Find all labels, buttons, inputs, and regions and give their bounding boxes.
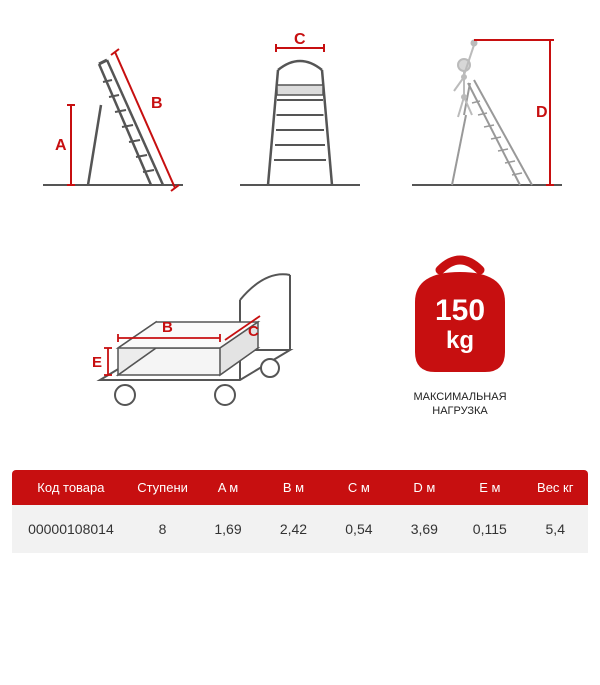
th-E: E м	[457, 480, 522, 495]
td-A: 1,69	[195, 521, 260, 537]
weight-caption-l2: НАГРУЗКА	[432, 405, 487, 417]
th-D: D м	[392, 480, 457, 495]
ladder-front-view: C	[207, 30, 394, 200]
weight-unit: kg	[446, 327, 474, 354]
weight-caption-l1: МАКСИМАЛЬНАЯ	[413, 391, 506, 403]
label-C: C	[294, 31, 306, 48]
td-steps: 8	[130, 521, 195, 537]
label-B: B	[151, 95, 163, 112]
trolley-label-E: E	[92, 354, 102, 371]
th-code: Код товара	[12, 480, 130, 495]
td-C: 0,54	[326, 521, 391, 537]
ladder-front-svg: C	[230, 30, 370, 200]
th-weight: Вес кг	[523, 480, 588, 495]
th-C: C м	[326, 480, 391, 495]
th-steps: Ступени	[130, 480, 195, 495]
trolley-label-B: B	[162, 319, 173, 336]
label-A: A	[55, 137, 67, 154]
ladder-reach-view: D	[393, 30, 580, 200]
ladder-diagrams-row: A B C	[0, 0, 600, 210]
ladder-side-svg: A B	[33, 30, 193, 200]
ladder-reach-svg: D	[402, 25, 572, 205]
trolley-label-C: C	[248, 323, 259, 340]
td-B: 2,42	[261, 521, 326, 537]
table-header-row: Код товара Ступени A м B м C м D м E м В…	[12, 470, 588, 505]
td-E: 0,115	[457, 521, 522, 537]
trolley-svg: B C E	[70, 230, 330, 430]
label-D: D	[536, 104, 548, 121]
td-weight: 5,4	[523, 521, 588, 537]
weight-value: 150	[435, 294, 485, 327]
td-D: 3,69	[392, 521, 457, 537]
th-B: B м	[261, 480, 326, 495]
specs-table: Код товара Ступени A м B м C м D м E м В…	[12, 470, 588, 553]
max-load-badge: 150 kg МАКСИМАЛЬНАЯ НАГРУЗКА	[360, 242, 560, 419]
table-data-row: 00000108014 8 1,69 2,42 0,54 3,69 0,115 …	[12, 505, 588, 553]
td-code: 00000108014	[12, 521, 130, 537]
mid-row: B C E 150 kg МАКСИМАЛЬНАЯ НАГРУЗКА	[0, 210, 600, 470]
ladder-side-view: A B	[20, 30, 207, 200]
weight-caption: МАКСИМАЛЬНАЯ НАГРУЗКА	[413, 390, 506, 419]
th-A: A м	[195, 480, 260, 495]
kettlebell-icon: 150 kg	[390, 242, 530, 382]
trolley-diagram: B C E	[40, 230, 360, 430]
